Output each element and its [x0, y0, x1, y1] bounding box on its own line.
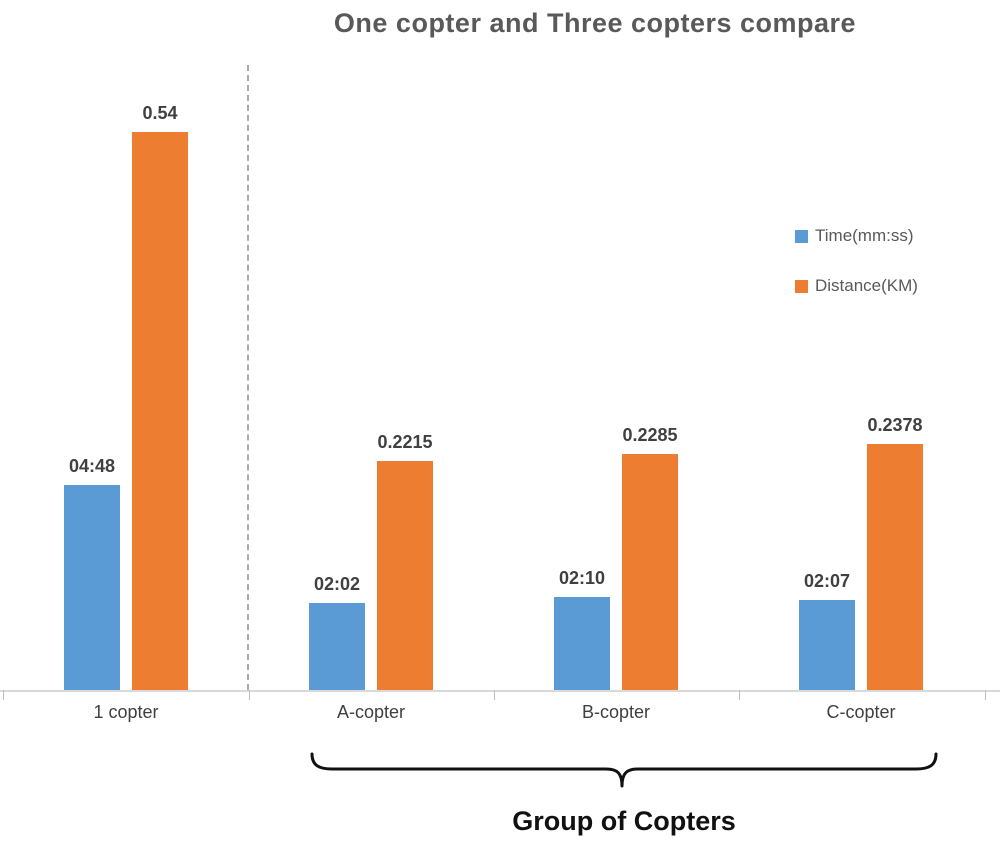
bar-time-a-copter [309, 603, 365, 690]
bar-time-1-copter [64, 485, 120, 690]
bar-time-c-copter [799, 600, 855, 690]
bar-distance-1-copter [132, 132, 188, 690]
value-label-time-a-copter: 02:02 [313, 574, 361, 594]
category-label-b-copter: B-copter [581, 702, 651, 722]
chart-title: One copter and Three copters compare [333, 8, 857, 38]
bar-distance-b-copter [622, 454, 678, 690]
bar-distance-c-copter [867, 444, 923, 690]
legend-marker-distance-km- [795, 279, 808, 293]
plot-area: 04:48 0.54 02:02 0.2215 02:10 0.2285 02:07 0.23… [0, 65, 1000, 690]
category-label-a-copter: A-copter [336, 702, 406, 722]
x-axis-tick-0 [3, 690, 4, 700]
value-label-distance-b-copter: 0.2285 [622, 425, 678, 445]
x-axis-tick-2 [494, 690, 495, 700]
value-label-distance-1-copter: 0.54 [142, 103, 178, 123]
x-axis-tick-1 [249, 690, 250, 700]
value-label-distance-a-copter: 0.2215 [377, 432, 433, 452]
value-label-distance-c-copter: 0.2378 [867, 415, 923, 435]
x-axis-tick-4 [985, 690, 986, 700]
bar-time-b-copter [554, 597, 610, 690]
bar-distance-a-copter [377, 461, 433, 690]
group-separator-dashed-line [247, 65, 249, 690]
group-of-copters-label: Group of Copters [512, 806, 736, 836]
legend-item-distance-km-: Distance(KM) [795, 276, 918, 296]
legend: Time(mm:ss) Distance(KM) [795, 226, 918, 296]
category-label-c-copter: C-copter [826, 702, 896, 722]
x-axis-tick-3 [739, 690, 740, 700]
x-axis-line [0, 690, 1000, 692]
category-label-1-copter: 1 copter [93, 702, 159, 722]
value-label-time-c-copter: 02:07 [803, 571, 851, 591]
legend-label-distance-km-: Distance(KM) [815, 276, 918, 295]
legend-marker-time-mm-ss- [795, 229, 808, 243]
value-label-time-1-copter: 04:48 [68, 456, 116, 476]
value-label-time-b-copter: 02:10 [558, 568, 606, 588]
legend-label-time-mm-ss-: Time(mm:ss) [815, 226, 914, 245]
x-axis-category-labels: 1 copter A-copter B-copter C-copter [0, 702, 1000, 728]
legend-item-time-mm-ss-: Time(mm:ss) [795, 226, 918, 246]
group-brace [310, 752, 938, 788]
